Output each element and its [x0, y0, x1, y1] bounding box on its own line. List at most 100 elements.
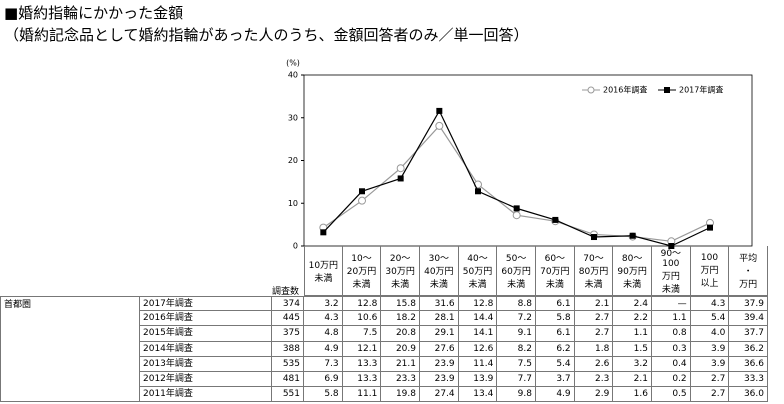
value-cell: 13.4 [458, 387, 498, 403]
column-header: 10万円 未満 [304, 246, 343, 296]
value-cell: 2.3 [574, 372, 614, 388]
legend-label: 2017年調査 [679, 85, 723, 95]
value-cell: 36.0 [729, 387, 768, 403]
value-cell: 23.9 [420, 372, 459, 388]
y-tick-label: 20 [288, 156, 298, 165]
count-cell: 375 [272, 326, 304, 342]
column-header: 30～ 40万円 未満 [420, 246, 459, 296]
value-cell: 6.9 [304, 372, 343, 388]
row-label: 2013年調査 [140, 356, 272, 372]
row-label: 2016年調査 [140, 311, 272, 327]
point [359, 188, 365, 195]
point [436, 107, 443, 114]
value-cell: 27.4 [420, 387, 459, 403]
value-cell: 28.1 [420, 311, 459, 327]
plot-frame [303, 74, 753, 247]
value-cell: 9.8 [497, 387, 536, 403]
value-cell: 0.2 [652, 372, 691, 388]
row-label: 2011年調査 [140, 387, 272, 403]
value-cell: 2.7 [690, 372, 730, 388]
count-cell: 388 [272, 341, 304, 357]
point [668, 243, 675, 249]
value-cell: 23.9 [420, 356, 459, 372]
column-header: 100 万円 以上 [690, 246, 730, 296]
row-label: 2017年調査 [140, 296, 272, 312]
value-cell: 21.1 [381, 356, 420, 372]
value-cell: 2.7 [574, 326, 614, 342]
value-cell: 15.8 [381, 296, 420, 312]
value-cell: 8.2 [497, 341, 536, 357]
row-label: 2014年調査 [140, 341, 272, 357]
point [397, 175, 404, 182]
series-line [322, 124, 711, 242]
value-cell: 2.4 [613, 296, 652, 312]
value-cell: 12.8 [342, 296, 382, 312]
y-tick-label: 40 [288, 71, 298, 80]
point [358, 196, 366, 205]
value-cell: 4.0 [690, 326, 730, 342]
value-cell: 2.9 [574, 387, 614, 403]
value-cell: 2.6 [574, 356, 614, 372]
value-cell: 20.9 [381, 341, 420, 357]
y-tick-label: 0 [293, 242, 298, 251]
column-header: 平均 ・ 万円 [729, 246, 768, 296]
value-cell: 9.1 [497, 326, 536, 342]
series-line [322, 109, 711, 247]
row-label: 2015年調査 [140, 326, 272, 342]
value-cell: 33.3 [729, 372, 768, 388]
value-cell: 12.8 [458, 296, 498, 312]
value-cell: — [652, 296, 691, 312]
value-cell: 10.6 [342, 311, 382, 327]
column-header: 50～ 60万円 未満 [497, 246, 536, 296]
value-cell: 18.2 [381, 311, 420, 327]
column-header: 10～ 20万円 未満 [342, 246, 382, 296]
point [320, 229, 327, 236]
point [629, 232, 636, 239]
value-cell: 3.7 [536, 372, 575, 388]
value-cell: 36.6 [729, 356, 768, 372]
y-tick-label: 30 [288, 113, 298, 122]
count-header: 調査数 [272, 287, 300, 297]
value-cell: 8.8 [497, 296, 536, 312]
value-cell: 2.7 [574, 311, 614, 327]
column-header: 20～ 30万円 未満 [381, 246, 420, 296]
column-header: 80～ 90万円 未満 [613, 246, 652, 296]
value-cell: 6.1 [536, 326, 575, 342]
value-cell: 13.9 [458, 372, 498, 388]
point [475, 188, 481, 195]
column-header: 40～ 50万円 未満 [458, 246, 498, 296]
value-cell: 3.2 [613, 356, 652, 372]
value-cell: 2.2 [613, 311, 652, 327]
value-cell: 7.5 [497, 356, 536, 372]
value-cell: 11.4 [458, 356, 498, 372]
region-cell: 首都圏 [0, 296, 140, 403]
value-cell: 4.9 [536, 387, 575, 403]
legend-marker [587, 86, 595, 94]
value-cell: 1.6 [613, 387, 652, 403]
point [707, 224, 713, 231]
value-cell: 7.7 [497, 372, 536, 388]
value-cell: 13.3 [342, 356, 382, 372]
point [435, 121, 444, 130]
value-cell: 5.8 [304, 387, 343, 403]
value-cell: 7.5 [342, 326, 382, 342]
value-cell: 36.2 [729, 341, 768, 357]
point [512, 211, 521, 220]
value-cell: 31.6 [420, 296, 459, 312]
value-cell: 2.7 [690, 387, 730, 403]
point [591, 234, 597, 241]
value-cell: 27.6 [420, 341, 459, 357]
value-cell: 0.5 [652, 387, 691, 403]
value-cell: 0.8 [652, 326, 691, 342]
value-cell: 4.8 [304, 326, 343, 342]
value-cell: 6.2 [536, 341, 575, 357]
value-cell: 14.4 [458, 311, 498, 327]
subtitle: （婚約記念品として婚約指輪があった人のうち、金額回答者のみ／単一回答） [4, 26, 529, 44]
count-cell: 481 [272, 372, 304, 388]
y-axis-label: (%) [286, 59, 300, 68]
value-cell: 5.8 [536, 311, 575, 327]
legend-marker [664, 87, 670, 93]
row-label: 2012年調査 [140, 372, 272, 388]
